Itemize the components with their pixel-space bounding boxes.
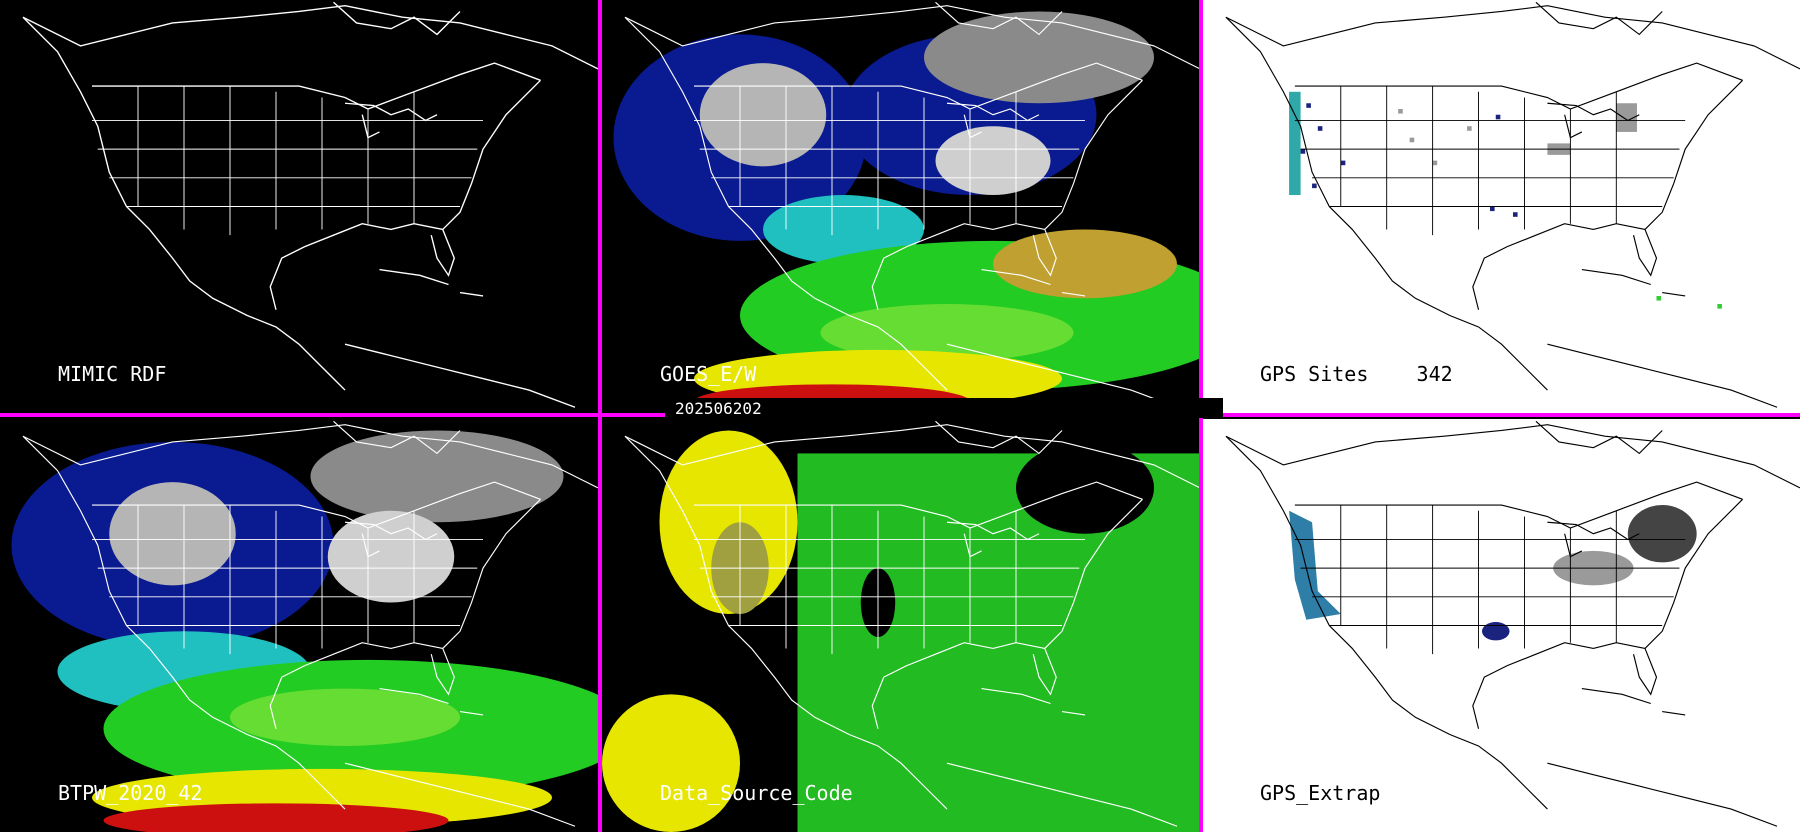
panel-gps-sites: GPS Sites 342	[1203, 0, 1800, 413]
panel-label: MIMIC RDF	[58, 362, 167, 386]
timestamp-label: 202506202	[675, 399, 762, 418]
panel-gps-extrap: GPS_Extrap	[1203, 419, 1800, 832]
panel-data-source-code: Data_Source_Code	[602, 419, 1200, 832]
panel-label: GPS Sites 342	[1260, 362, 1453, 386]
panel-mimic-rdf: MIMIC RDF	[0, 0, 598, 413]
panel-goes-ew: GOES_E/W	[602, 0, 1200, 413]
panel-label: GOES_E/W	[660, 362, 757, 386]
panel-label: Data_Source_Code	[660, 781, 853, 805]
timestamp-bar	[665, 398, 1223, 418]
panel-btpw: BTPW_2020_42	[0, 419, 598, 832]
panel-label: GPS_Extrap	[1260, 781, 1381, 805]
panel-label: BTPW_2020_42	[58, 781, 203, 805]
